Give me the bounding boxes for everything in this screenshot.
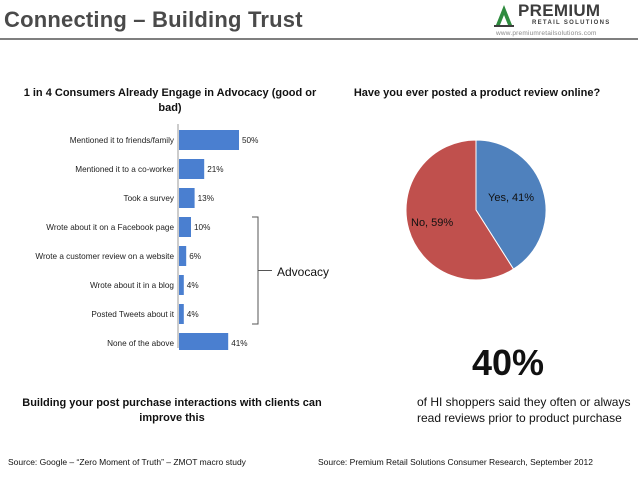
bar-6	[179, 275, 184, 295]
pie-label-yes: Yes, 41%	[488, 192, 535, 204]
bar-5	[179, 246, 187, 266]
bar-value-label: 50%	[242, 136, 258, 145]
bar-value-label: 6%	[189, 252, 201, 261]
bar-4	[179, 217, 191, 237]
bar-category-label: Wrote about it on a Facebook page	[46, 223, 174, 232]
bar-value-label: 4%	[187, 281, 199, 290]
advocacy-bracket	[252, 216, 272, 325]
logo-mark-icon	[494, 5, 514, 27]
bar-value-label: 13%	[198, 194, 214, 203]
logo-wordmark: PREMIUM	[518, 1, 601, 20]
pie-slice-no	[405, 139, 515, 281]
source-left: Source: Google – “Zero Moment of Truth” …	[8, 457, 246, 467]
bar-7	[179, 304, 184, 324]
bottom-callout: Building your post purchase interactions…	[22, 397, 322, 424]
big-stat-value: 40%	[472, 342, 545, 383]
pie-chart-title: Have you ever posted a product review on…	[353, 87, 601, 99]
bar-2	[179, 159, 205, 179]
bar-3	[179, 188, 195, 208]
company-logo: PREMIUM RETAIL SOLUTIONS www.premiumreta…	[494, 1, 634, 38]
bar-category-label: Mentioned it to friends/family	[70, 136, 175, 145]
bar-value-label: 10%	[194, 223, 210, 232]
bar-chart-title: 1 in 4 Consumers Already Engage in Advoc…	[23, 87, 317, 114]
pie-label-no: No, 59%	[411, 217, 454, 229]
source-right: Source: Premium Retail Solutions Consume…	[318, 457, 593, 467]
advocacy-bar-chart: Mentioned it to friends/family 50% Mention…	[35, 124, 272, 350]
logo-subtitle: RETAIL SOLUTIONS	[532, 20, 611, 26]
bar-category-label: Wrote a customer review on a website	[35, 252, 174, 261]
bar-category-label: Mentioned it to a co-worker	[75, 165, 174, 174]
bar-value-label: 21%	[207, 165, 223, 174]
bar-category-label: None of the above	[107, 339, 174, 348]
big-stat-description: of HI shoppers said they often or always…	[417, 395, 631, 425]
title-divider	[0, 38, 638, 40]
logo-url: www.premiumretailsolutions.com	[496, 30, 597, 37]
bar-value-label: 4%	[187, 310, 199, 319]
page-title: Connecting – Building Trust	[4, 7, 303, 32]
bar-category-label: Posted Tweets about it	[91, 310, 174, 319]
bar-1	[179, 130, 239, 150]
advocacy-bracket-label: Advocacy	[277, 265, 330, 279]
review-pie-chart	[405, 139, 547, 281]
bar-category-label: Took a survey	[123, 194, 174, 203]
bar-value-label: 41%	[231, 339, 247, 348]
bar-8	[179, 333, 229, 350]
bar-category-label: Wrote about it in a blog	[90, 281, 174, 290]
